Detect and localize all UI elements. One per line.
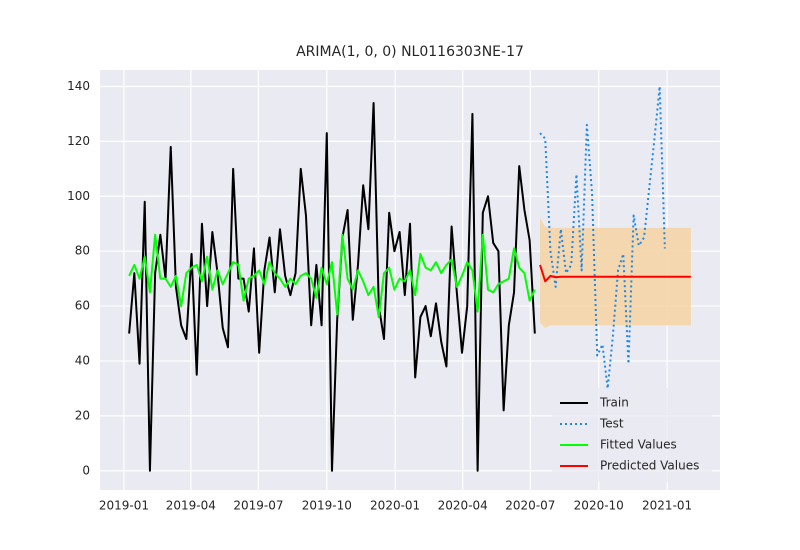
legend-box (552, 388, 712, 482)
y-tick-label: 80 (75, 244, 90, 258)
y-tick-label: 20 (75, 408, 90, 422)
series-line (539, 264, 691, 283)
confidence-band (540, 218, 691, 329)
series-line (128, 233, 536, 319)
series-line (128, 101, 536, 472)
x-tick-label: 2019-10 (302, 499, 352, 513)
x-tick-label: 2019-04 (166, 499, 216, 513)
legend-label: Predicted Values (600, 459, 699, 473)
labels: 0 20 40 60 80 100 120 140 2019-01 2019-04 2019-07 2… (67, 79, 692, 513)
x-tick-label: 2021-01 (642, 499, 692, 513)
y-tick-label: 0 (82, 463, 90, 477)
legend-label: Fitted Values (600, 438, 677, 452)
y-tick-label: 60 (75, 299, 90, 313)
y-tick-label: 40 (75, 353, 90, 367)
x-tick-label: 2019-01 (99, 499, 149, 513)
legend-label: Train (599, 396, 629, 410)
x-tick-label: 2020-10 (574, 499, 624, 513)
y-tick-label: 140 (67, 79, 90, 93)
legend-label: Test (599, 417, 624, 431)
legend: Train Test Fitted Values Predicted Values (552, 388, 712, 482)
x-tick-label: 2020-01 (370, 499, 420, 513)
marks (128, 85, 691, 472)
y-tick-label: 100 (67, 189, 90, 203)
chart-title: ARIMA(1, 0, 0) NL0116303NE-17 (296, 44, 524, 60)
y-tick-label: 120 (67, 134, 90, 148)
x-tick-label: 2020-07 (505, 499, 555, 513)
x-tick-label: 2019-07 (233, 499, 283, 513)
x-tick-label: 2020-04 (438, 499, 488, 513)
